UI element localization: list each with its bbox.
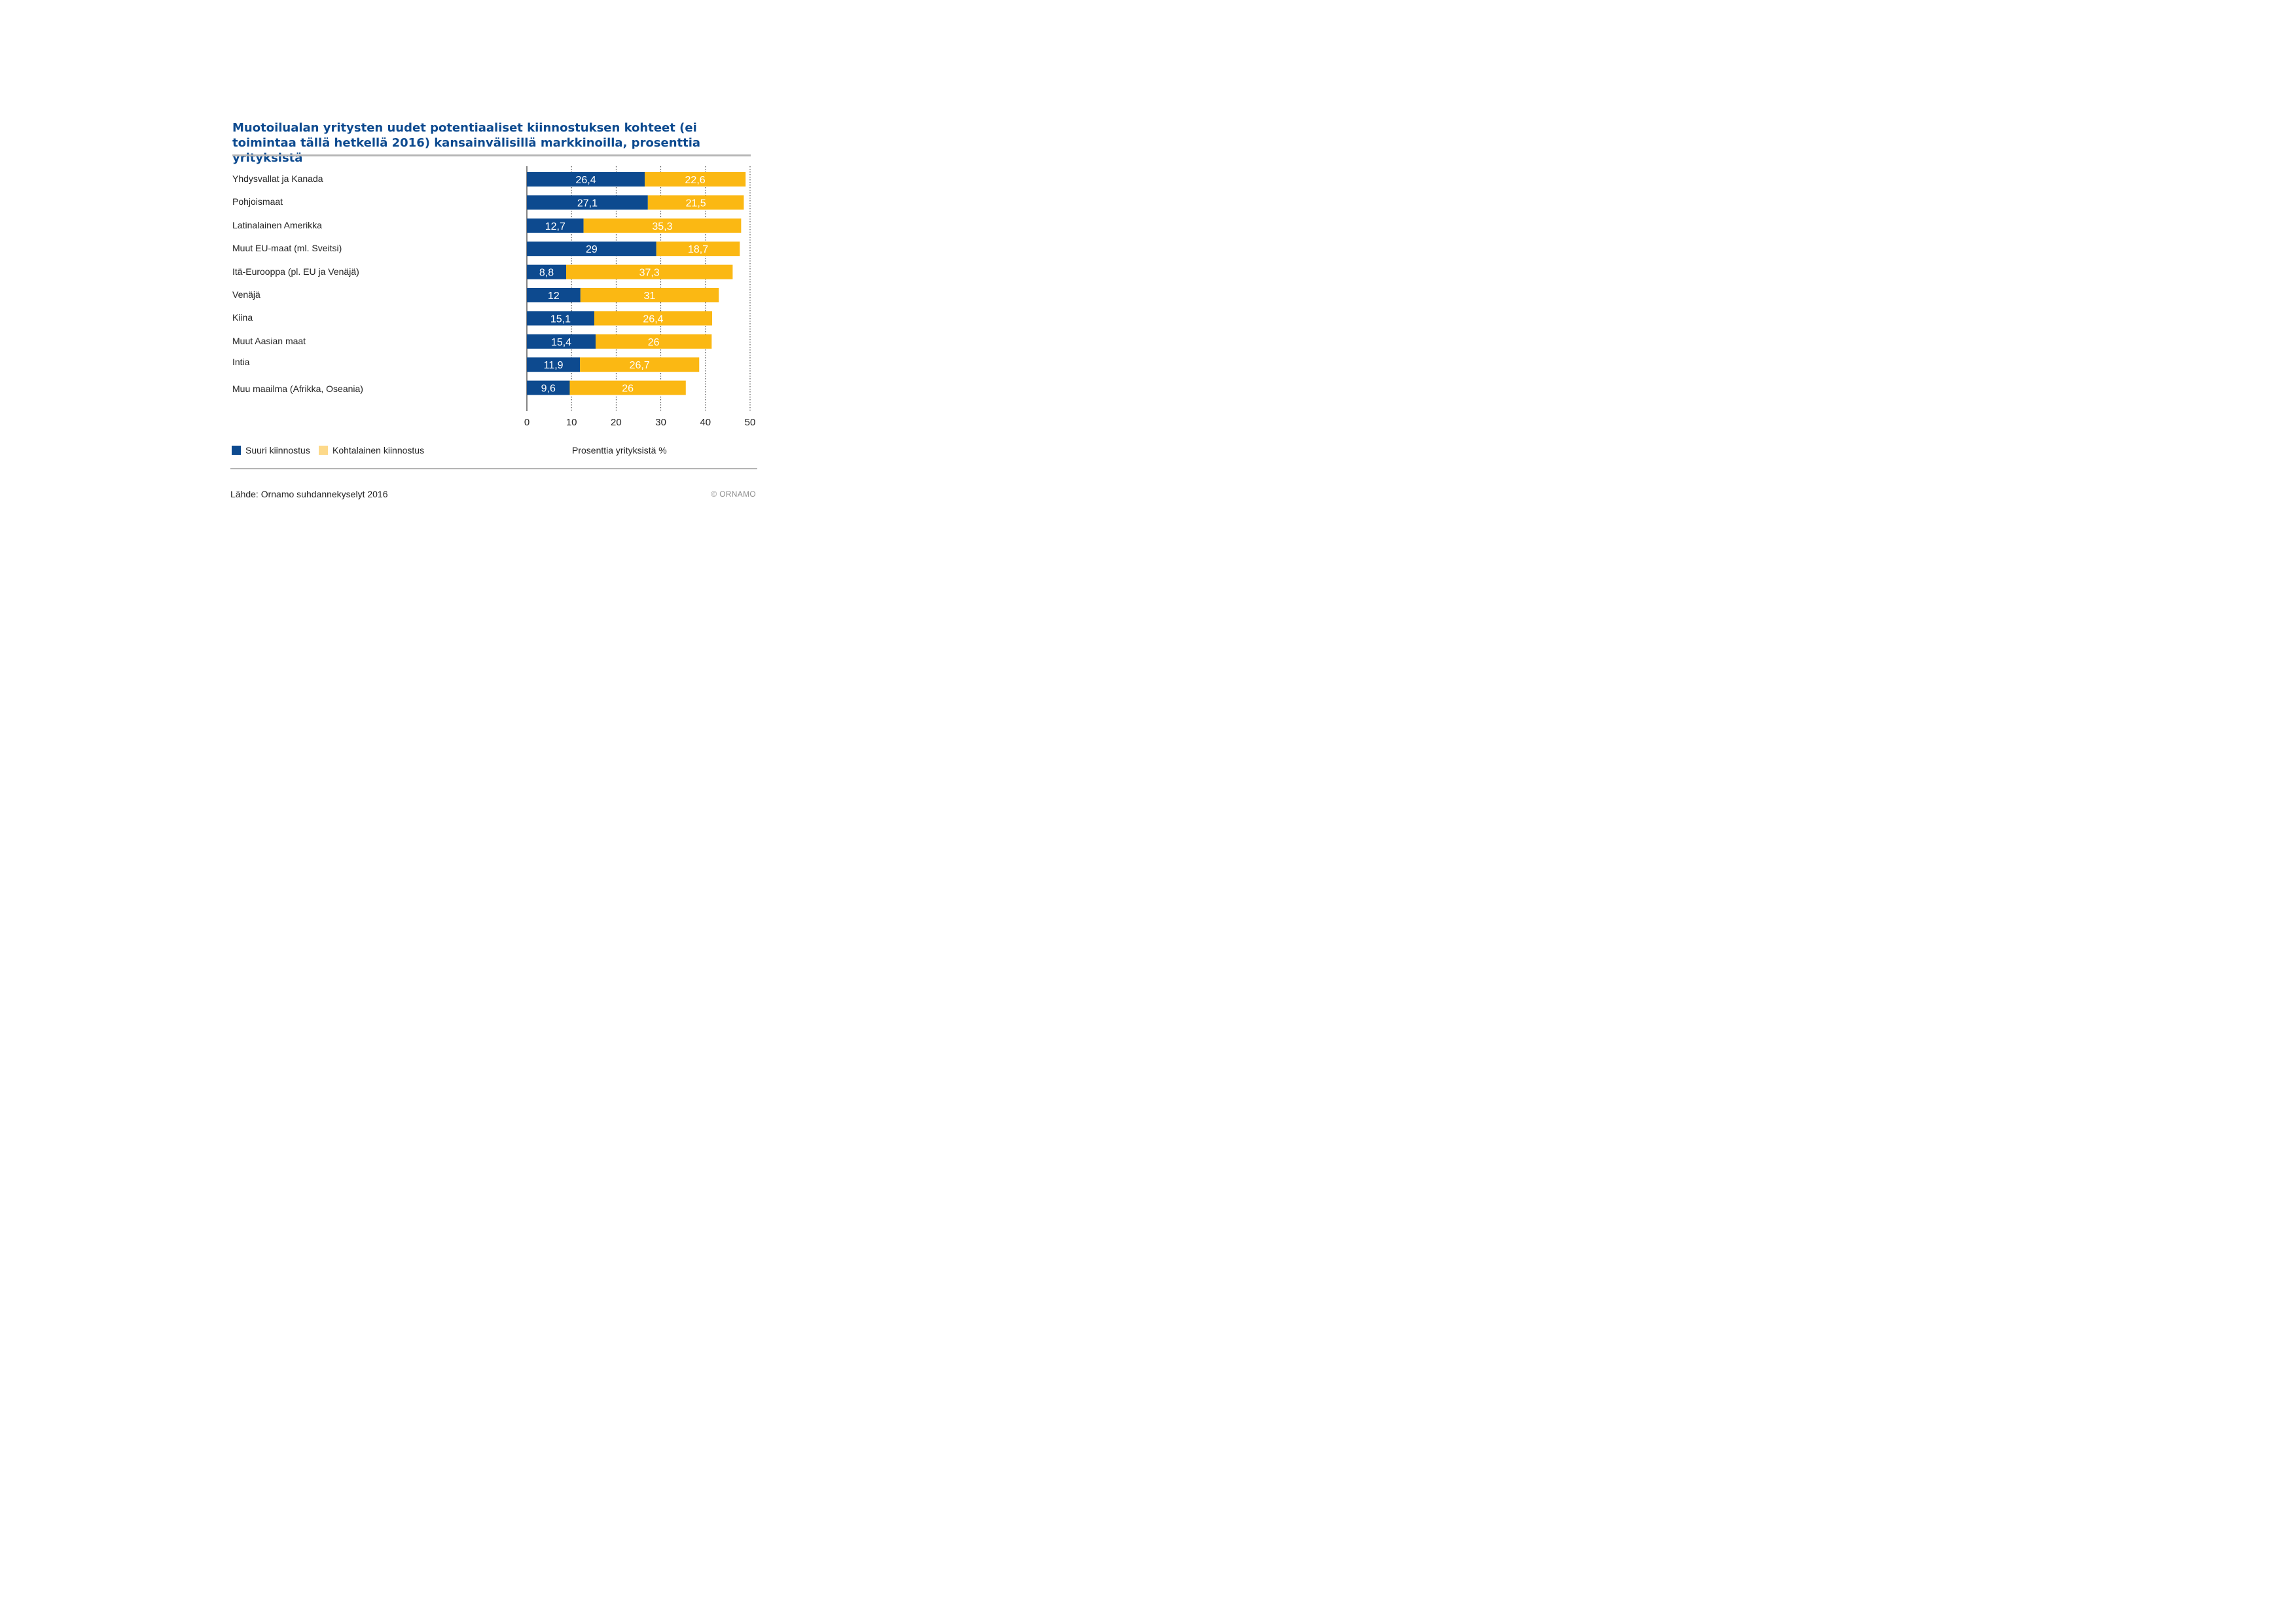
chart-title: Muotoilualan yritysten uudet potentiaali… (232, 121, 701, 165)
data-label: 12 (548, 291, 560, 302)
bar-kohtalainen (647, 195, 744, 210)
legend-item-kohtalainen: Kohtalainen kiinnostus (319, 445, 424, 455)
x-tick-label: 0 (524, 417, 529, 428)
category-label: Pohjoismaat (232, 196, 283, 207)
bar-suuri (527, 334, 596, 349)
bar-kohtalainen (645, 172, 746, 187)
category-label: Latinalainen Amerikka (232, 219, 322, 230)
category-label: Itä-Eurooppa (pl. EU ja Venäjä) (232, 266, 359, 277)
category-label: Muut Aasian maat (232, 335, 306, 346)
data-label: 31 (644, 291, 656, 302)
data-label: 27,1 (577, 198, 598, 209)
category-label: Venäjä (232, 289, 260, 300)
bar-suuri (527, 218, 584, 233)
x-tick-label: 10 (566, 417, 577, 428)
data-label: 26,4 (643, 313, 663, 325)
x-tick-label: 30 (655, 417, 666, 428)
data-label: 15,4 (551, 337, 571, 348)
data-label: 8,8 (539, 268, 554, 279)
bar-suuri (527, 172, 645, 187)
legend-item-suuri: Suuri kiinnostus (232, 445, 310, 455)
bar-kohtalainen (580, 357, 700, 372)
bar-kohtalainen (596, 334, 712, 349)
data-label: 21,5 (686, 198, 706, 209)
source-note: Lähde: Ornamo suhdannekyselyt 2016 (230, 489, 388, 499)
copyright-note: © ORNAMO (711, 490, 756, 499)
data-label: 12,7 (545, 221, 565, 232)
category-label: Muut EU-maat (ml. Sveitsi) (232, 243, 342, 254)
legend-swatch-suuri (232, 446, 241, 455)
title-divider (232, 154, 751, 156)
data-label: 26,4 (575, 175, 596, 186)
x-axis-title: Prosenttia yrityksistä % (572, 445, 667, 455)
data-label: 11,9 (544, 360, 564, 371)
x-tick-labels: 0 10 20 30 40 50 (524, 417, 756, 428)
data-label: 15,1 (550, 313, 571, 325)
category-label: Intia (232, 357, 250, 368)
x-tick-label: 20 (611, 417, 622, 428)
data-label: 29 (586, 244, 598, 255)
bars: 26,4 22,6 27,1 21,5 12,7 35,3 29 18,7 8,8 37,3 12 3… (527, 172, 746, 395)
bar-suuri (527, 311, 594, 326)
data-label: 9,6 (541, 383, 556, 395)
x-tick-label: 50 (745, 417, 756, 428)
bar-suuri (527, 288, 581, 302)
category-label: Muu maailma (Afrikka, Oseania) (232, 383, 363, 394)
bar-suuri (527, 357, 581, 372)
bar-suuri (527, 380, 570, 395)
bar-kohtalainen (594, 311, 713, 326)
category-label: Yhdysvallat ja Kanada (232, 173, 323, 184)
data-label: 26 (648, 337, 660, 348)
legend-label-kohtalainen: Kohtalainen kiinnostus (332, 445, 425, 455)
data-label: 18,7 (688, 244, 708, 255)
bar-kohtalainen (566, 264, 733, 279)
data-label: 35,3 (652, 221, 672, 232)
bar-suuri (527, 264, 567, 279)
data-label: 37,3 (639, 268, 660, 279)
legend-label-suuri: Suuri kiinnostus (245, 445, 310, 455)
legend-swatch-kohtalainen (319, 446, 328, 455)
bar-chart: 26,4 22,6 27,1 21,5 12,7 35,3 29 18,7 8,8 37,3 12 3… (524, 166, 756, 428)
x-tick-label: 40 (700, 417, 711, 428)
data-label: 22,6 (685, 175, 706, 186)
bar-suuri (527, 195, 648, 210)
category-label: Kiina (232, 312, 253, 323)
data-label: 26 (622, 383, 634, 395)
bar-kohtalainen (580, 288, 719, 302)
bar-kohtalainen (569, 380, 686, 395)
data-label: 26,7 (630, 360, 650, 371)
bar-kohtalainen (583, 218, 742, 233)
bar-suuri (527, 241, 656, 257)
bar-kohtalainen (656, 241, 740, 257)
